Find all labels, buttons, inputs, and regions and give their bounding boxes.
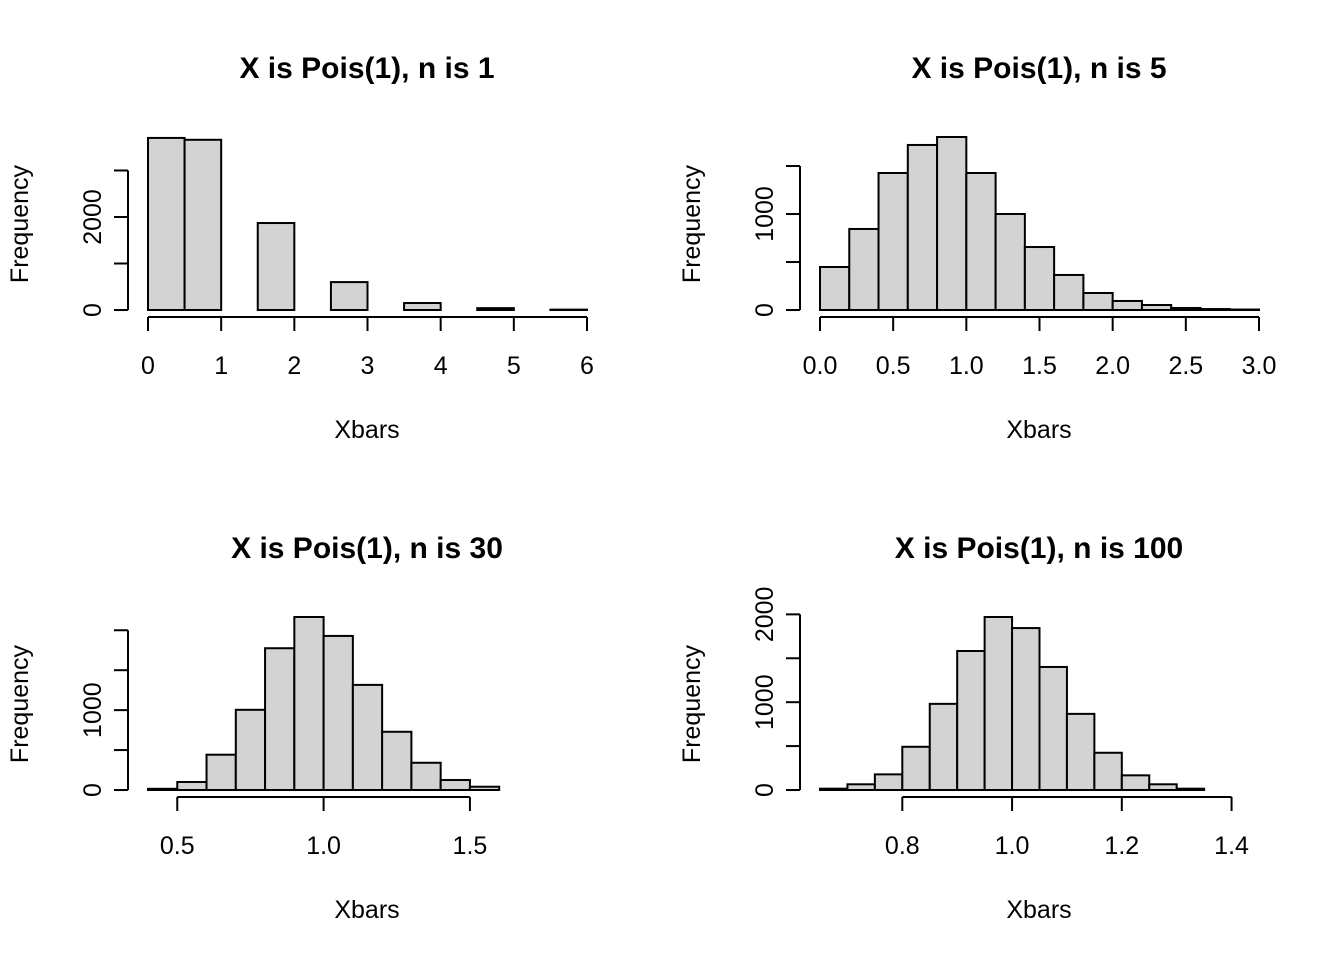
histogram-bar bbox=[403, 302, 442, 312]
chart-title: X is Pois(1), n is 100 bbox=[895, 532, 1183, 565]
histogram-bar bbox=[351, 683, 384, 792]
histogram-bar bbox=[846, 783, 876, 791]
x-tick-label: 6 bbox=[580, 352, 594, 380]
histogram-bar bbox=[1065, 712, 1096, 791]
x-tick-label: 1.0 bbox=[306, 832, 341, 860]
histogram-bar bbox=[264, 647, 296, 791]
histogram-bar bbox=[1175, 787, 1206, 791]
histogram-panel-2: X is Pois(1), n is 5 0.0 0.5 1.0 1.5 2.0 2.5 3.… bbox=[678, 52, 1276, 444]
histogram-bar bbox=[293, 616, 325, 791]
x-tick-label: 1 bbox=[214, 352, 228, 380]
histogram-bar bbox=[983, 616, 1014, 791]
chart-title: X is Pois(1), n is 30 bbox=[231, 532, 503, 565]
x-tick-label: 4 bbox=[434, 352, 448, 380]
histogram-panel-1: X is Pois(1), n is 1 0 1 2 3 4 5 6 Xbars 0 2000 Fre… bbox=[6, 52, 594, 444]
x-tick-label: 1.4 bbox=[1214, 832, 1249, 860]
y-tick-label: 1000 bbox=[751, 186, 779, 242]
y-tick-label: 1000 bbox=[79, 682, 107, 738]
histogram-bar bbox=[936, 136, 968, 311]
histogram-bar bbox=[994, 212, 1026, 311]
x-axis-label: Xbars bbox=[334, 416, 399, 444]
y-tick-label: 2000 bbox=[751, 587, 779, 643]
x-tick-label: 1.0 bbox=[949, 352, 984, 380]
histogram-bar bbox=[147, 136, 186, 311]
histogram-bar bbox=[819, 265, 851, 312]
x-tick-label: 0.8 bbox=[885, 832, 920, 860]
histogram-bar bbox=[1023, 246, 1056, 311]
histogram-bar bbox=[877, 172, 909, 311]
histogram-bar bbox=[476, 307, 515, 311]
histogram-panel-3: X is Pois(1), n is 30 0.5 1.0 1.5 Xbars 0 1000… bbox=[6, 532, 503, 924]
y-tick-label: 1000 bbox=[751, 674, 779, 730]
histogram-bar bbox=[1053, 273, 1085, 311]
histogram-bar bbox=[965, 172, 997, 311]
histogram-bar bbox=[410, 761, 442, 792]
histogram-bar bbox=[256, 222, 296, 311]
y-tick-label: 0 bbox=[751, 783, 779, 797]
x-tick-label: 0.0 bbox=[803, 352, 838, 380]
x-tick-label: 1.5 bbox=[1022, 352, 1057, 380]
x-axis-label: Xbars bbox=[334, 896, 399, 924]
histogram-bar bbox=[147, 787, 179, 792]
x-tick-label: 5 bbox=[507, 352, 521, 380]
histogram-bar bbox=[1038, 665, 1068, 791]
y-tick-label: 0 bbox=[79, 303, 107, 317]
histogram-bar bbox=[176, 781, 208, 792]
y-axis-label: Frequency bbox=[678, 644, 706, 763]
histogram-bar bbox=[819, 787, 849, 791]
x-tick-label: 2 bbox=[287, 352, 301, 380]
x-tick-label: 1.2 bbox=[1104, 832, 1139, 860]
histogram-bar bbox=[1170, 306, 1202, 312]
y-axis-label: Frequency bbox=[678, 164, 706, 283]
histogram-panel-4: X is Pois(1), n is 100 0.8 1.0 1.2 1.4 Xbars 0… bbox=[678, 532, 1249, 924]
y-tick-label: 2000 bbox=[79, 189, 107, 245]
x-tick-label: 3.0 bbox=[1242, 352, 1277, 380]
y-axis-label: Frequency bbox=[6, 644, 34, 763]
x-tick-label: 0 bbox=[141, 352, 155, 380]
x-tick-label: 3 bbox=[361, 352, 375, 380]
x-tick-label: 2.5 bbox=[1168, 352, 1203, 380]
histogram-bar bbox=[1111, 299, 1143, 312]
histogram-bar bbox=[1120, 774, 1151, 792]
histogram-bar bbox=[1082, 292, 1114, 311]
chart-title: X is Pois(1), n is 5 bbox=[911, 52, 1166, 85]
histogram-bar bbox=[1011, 627, 1041, 792]
histogram-bar bbox=[1199, 308, 1231, 311]
histogram-bar bbox=[928, 702, 959, 791]
histogram-bar bbox=[873, 773, 904, 792]
histogram-bar bbox=[381, 730, 413, 791]
y-tick-label: 0 bbox=[751, 303, 779, 317]
histogram-bar bbox=[468, 785, 501, 791]
histogram-bar bbox=[901, 745, 931, 791]
histogram-bar bbox=[956, 649, 986, 792]
x-tick-label: 0.5 bbox=[160, 832, 195, 860]
chart-title: X is Pois(1), n is 1 bbox=[239, 52, 494, 85]
histogram-bar bbox=[205, 753, 237, 792]
histogram-bar bbox=[906, 143, 939, 311]
histogram-bar bbox=[848, 227, 880, 312]
histogram-bar bbox=[234, 708, 267, 792]
histogram-bar bbox=[1148, 783, 1178, 791]
x-tick-label: 2.0 bbox=[1095, 352, 1130, 380]
x-tick-label: 0.5 bbox=[876, 352, 911, 380]
histogram-bar bbox=[322, 634, 354, 792]
histogram-bar bbox=[329, 281, 369, 311]
histogram-bar bbox=[1140, 304, 1173, 312]
x-tick-label: 1.5 bbox=[453, 832, 488, 860]
histogram-bar bbox=[439, 779, 471, 792]
histogram-bar bbox=[183, 138, 223, 311]
x-tick-label: 1.0 bbox=[995, 832, 1030, 860]
histogram-bar bbox=[1093, 751, 1123, 792]
y-tick-label: 0 bbox=[79, 783, 107, 797]
x-axis-label: Xbars bbox=[1006, 896, 1071, 924]
y-axis-label: Frequency bbox=[6, 164, 34, 283]
x-axis-label: Xbars bbox=[1006, 416, 1071, 444]
